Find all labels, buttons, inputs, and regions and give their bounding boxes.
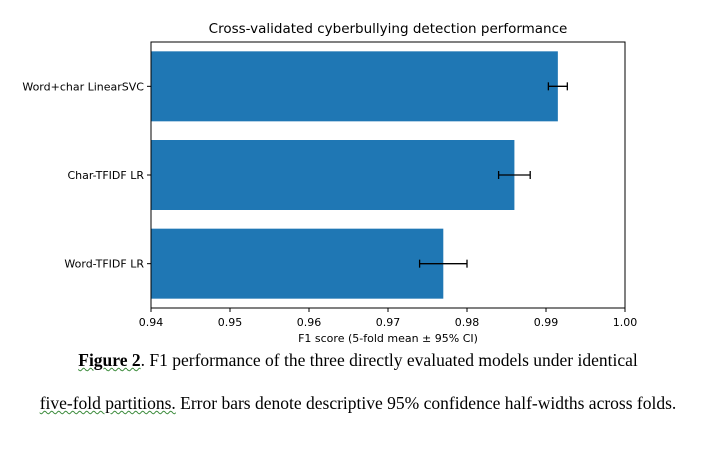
bar [151,140,515,210]
error-bars-layer [418,82,568,268]
figure-caption-label: Figure 2 [78,350,141,370]
x-tick-label: 0.97 [376,316,401,329]
chart-title: Cross-validated cyberbullying detection … [209,21,568,37]
figure-caption-line-2: five-fold partitions. Error bars denote … [0,393,716,414]
y-axis: Word+char LinearSVC Char-TFIDF LR Word-TFI… [22,80,151,271]
bar [151,228,444,299]
y-tick-label: Word+char LinearSVC [22,80,144,93]
bar-chart: Cross-validated cyberbullying detection … [22,21,638,345]
x-tick-label: 0.96 [297,316,322,329]
figure-caption-text-2b: Error bars denote descriptive 95% confid… [175,393,677,413]
x-tick-label: 0.98 [455,316,480,329]
bars-layer [151,51,558,299]
y-tick-label: Word-TFIDF LR [64,258,144,271]
figure-caption-text-1: . F1 performance of the three directly e… [140,350,638,370]
x-axis-label: F1 score (5-fold mean ± 95% CI) [298,332,478,345]
x-tick-label: 0.94 [139,316,164,329]
figure-caption-text-2a: five-fold partitions. [39,393,176,413]
x-axis: 0.94 0.95 0.96 0.97 0.98 0.99 1.00 [139,308,638,329]
x-tick-label: 1.00 [613,316,638,329]
figure-caption-line-1: Figure 2. F1 performance of the three di… [0,350,716,371]
y-tick-label: Char-TFIDF LR [67,169,144,182]
x-tick-label: 0.99 [534,316,559,329]
x-tick-label: 0.95 [218,316,243,329]
bar [151,51,558,122]
